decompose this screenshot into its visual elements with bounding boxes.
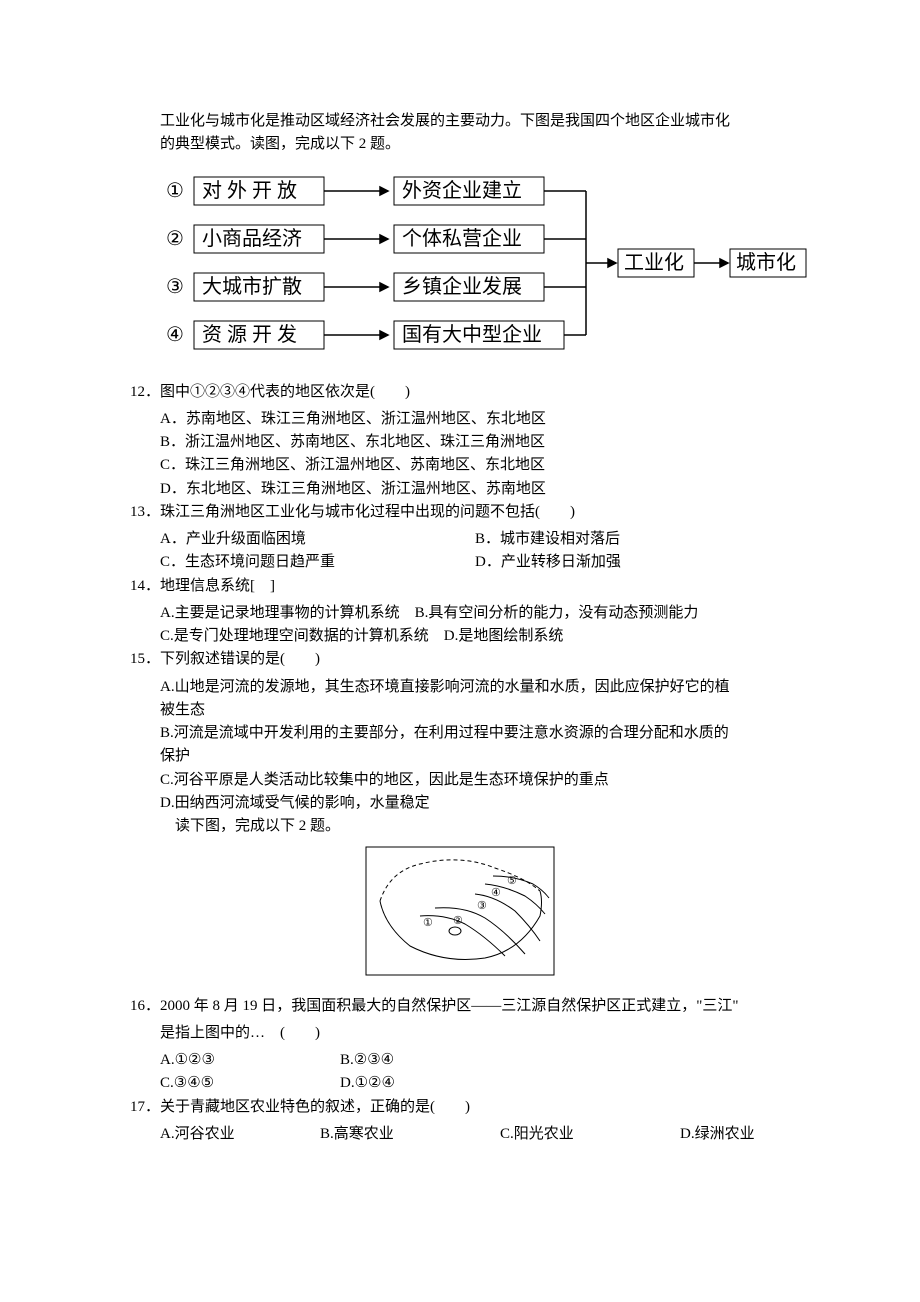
q12-opt-d: D．东北地区、珠江三角洲地区、浙江温州地区、苏南地区: [160, 478, 790, 501]
q16-opt-d: D.①②④: [340, 1072, 395, 1095]
q12-opt-a: A．苏南地区、珠江三角洲地区、浙江温州地区、东北地区: [160, 408, 790, 431]
q16-options: A.①②③ B.②③④: [130, 1049, 790, 1072]
q12-opt-c: C．珠江三角洲地区、浙江温州地区、苏南地区、东北地区: [160, 454, 790, 477]
q15-opt-b-line2: 保护: [160, 745, 790, 768]
q15-opt-d: D.田纳西河流域受气候的影响，水量稳定: [160, 792, 790, 815]
q13-opt-c: C．生态环境问题日趋严重: [160, 551, 475, 574]
q12-opt-b: B．浙江温州地区、苏南地区、东北地区、珠江三角洲地区: [160, 431, 790, 454]
q15-trail: 读下图，完成以下 2 题。: [130, 815, 790, 838]
page: 工业化与城市化是推动区域经济社会发展的主要动力。下图是我国四个地区企业城市化 的…: [0, 0, 920, 1226]
q16-opt-a: A.①②③: [160, 1049, 340, 1072]
q14-opt-c: C.是专门处理地理空间数据的计算机系统: [160, 628, 429, 644]
q14-opt-row2: C.是专门处理地理空间数据的计算机系统 D.是地图绘制系统: [160, 625, 790, 648]
q17-opt-c: C.阳光农业: [500, 1123, 680, 1146]
flow-left-1: 对 外 开 放: [202, 179, 297, 202]
map-figure: ① ② ③ ④ ⑤: [130, 846, 790, 984]
svg-text:①: ①: [423, 917, 433, 929]
flow-right-4: 国有大中型企业: [402, 323, 542, 346]
q16-options-2: C.③④⑤ D.①②④: [130, 1072, 790, 1095]
q13-opt-b: B．城市建设相对落后: [475, 528, 790, 551]
flow-left-4: 资 源 开 发: [202, 323, 297, 346]
q15-opt-a-line1: A.山地是河流的发源地，其生态环境直接影响河流的水量和水质，因此应保护好它的植: [160, 676, 790, 699]
intro-line2: 的典型模式。读图，完成以下 2 题。: [130, 133, 790, 156]
q14-opt-b: B.具有空间分析的能力，没有动态预测能力: [415, 605, 699, 621]
q17-options: A.河谷农业 B.高寒农业 C.阳光农业 D.绿洲农业: [130, 1123, 790, 1146]
q15-opt-b-line1: B.河流是流域中开发利用的主要部分，在利用过程中要注意水资源的合理分配和水质的: [160, 722, 790, 745]
q16-stem-line2: 是指上图中的… ( ): [130, 1022, 790, 1045]
q12-stem: 12．图中①②③④代表的地区依次是( ): [130, 381, 790, 404]
flow-right-3: 乡镇企业发展: [402, 275, 522, 298]
flow-left-2: 小商品经济: [202, 227, 302, 250]
q17-stem: 17．关于青藏地区农业特色的叙述，正确的是( ): [130, 1096, 790, 1119]
flow-num-4: ④: [166, 324, 184, 346]
flow-merge-2: 城市化: [736, 251, 796, 274]
q13-stem: 13．珠江三角洲地区工业化与城市化过程中出现的问题不包括( ): [130, 501, 790, 524]
q14-opt-a: A.主要是记录地理事物的计算机系统: [160, 605, 400, 621]
q13-opt-a: A．产业升级面临困境: [160, 528, 475, 551]
q17-opt-d: D.绿洲农业: [680, 1123, 785, 1146]
q15-opt-a-line2: 被生态: [160, 699, 790, 722]
svg-text:④: ④: [491, 887, 501, 899]
q14-opt-d: D.是地图绘制系统: [444, 628, 564, 644]
flow-left-3: 大城市扩散: [202, 275, 302, 298]
q14-opt-row1: A.主要是记录地理事物的计算机系统 B.具有空间分析的能力，没有动态预测能力: [160, 602, 790, 625]
q15-opt-c: C.河谷平原是人类活动比较集中的地区，因此是生态环境保护的重点: [160, 769, 790, 792]
flow-num-1: ①: [166, 180, 184, 202]
q14-options: A.主要是记录地理事物的计算机系统 B.具有空间分析的能力，没有动态预测能力 C…: [130, 602, 790, 649]
q17-opt-a: A.河谷农业: [160, 1123, 320, 1146]
flow-num-3: ③: [166, 276, 184, 298]
flow-right-2: 个体私营企业: [402, 227, 522, 250]
q13-opt-d: D．产业转移日渐加强: [475, 551, 790, 574]
q15-stem: 15．下列叙述错误的是( ): [130, 648, 790, 671]
flow-num-2: ②: [166, 228, 184, 250]
svg-text:②: ②: [453, 915, 463, 927]
intro-paragraph: 工业化与城市化是推动区域经济社会发展的主要动力。下图是我国四个地区企业城市化 的…: [130, 110, 790, 157]
svg-text:③: ③: [477, 900, 487, 912]
q13-options: A．产业升级面临困境 B．城市建设相对落后 C．生态环境问题日趋严重 D．产业转…: [130, 528, 790, 575]
q17-opt-b: B.高寒农业: [320, 1123, 500, 1146]
q12-options: A．苏南地区、珠江三角洲地区、浙江温州地区、东北地区 B．浙江温州地区、苏南地区…: [130, 408, 790, 501]
q15-options: A.山地是河流的发源地，其生态环境直接影响河流的水量和水质，因此应保护好它的植 …: [130, 676, 790, 816]
q16-opt-b: B.②③④: [340, 1049, 394, 1072]
intro-line1: 工业化与城市化是推动区域经济社会发展的主要动力。下图是我国四个地区企业城市化: [130, 110, 790, 133]
flowchart-diagram: ① 对 外 开 放 外资企业建立 ② 小商品经济 个体私营企业 ③ 大城市扩散 …: [166, 169, 790, 369]
svg-text:⑤: ⑤: [507, 875, 517, 887]
flow-right-1: 外资企业建立: [402, 179, 522, 202]
flow-merge-1: 工业化: [624, 251, 684, 274]
q16-opt-c: C.③④⑤: [160, 1072, 340, 1095]
q16-stem-line1: 16．2000 年 8 月 19 日，我国面积最大的自然保护区——三江源自然保护…: [130, 995, 790, 1018]
q14-stem: 14．地理信息系统[ ]: [130, 575, 790, 598]
